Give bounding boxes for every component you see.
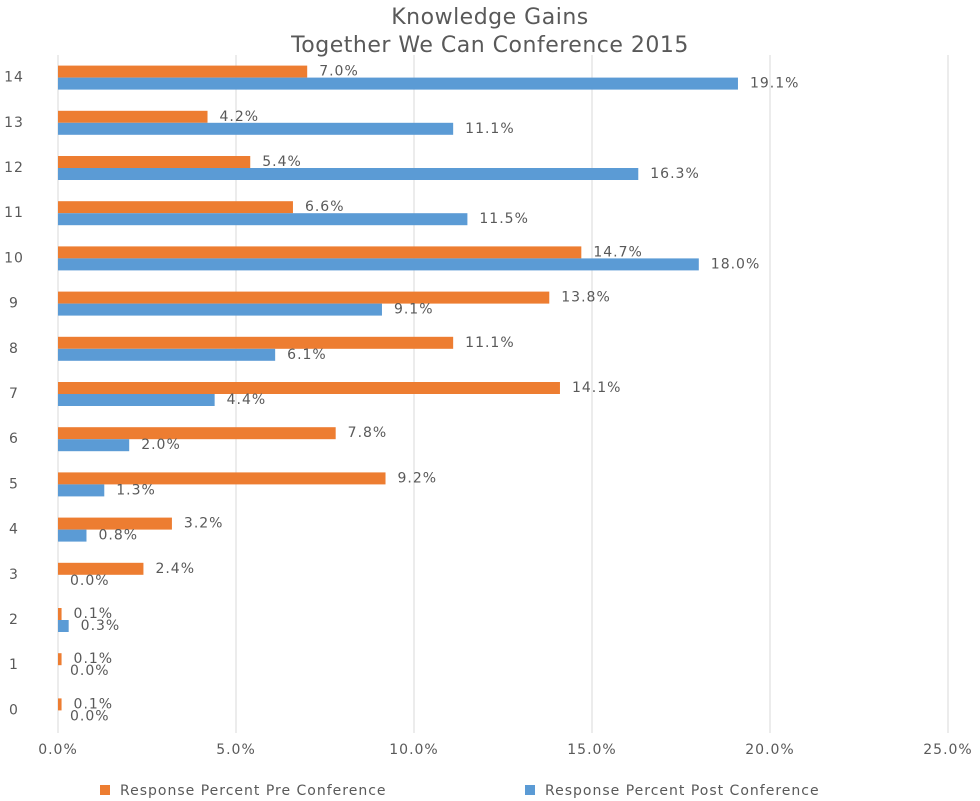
y-tick-label: 1 xyxy=(9,657,19,673)
bar xyxy=(58,258,699,271)
y-tick-label: 12 xyxy=(4,160,24,176)
bar xyxy=(58,65,308,78)
y-tick-label: 5 xyxy=(9,476,19,492)
data-label: 4.4% xyxy=(227,392,267,408)
legend-swatch xyxy=(525,785,535,795)
bar xyxy=(58,168,639,180)
data-label: 1.3% xyxy=(116,482,156,498)
bar xyxy=(58,472,386,485)
data-label: 7.8% xyxy=(348,425,388,441)
y-tick-label: 7 xyxy=(9,386,19,402)
legend-label: Response Percent Post Conference xyxy=(545,783,820,799)
bar xyxy=(58,484,105,497)
data-label: 0.1% xyxy=(74,696,114,712)
bar xyxy=(58,394,215,406)
data-label: 11.1% xyxy=(465,335,514,351)
y-tick-label: 2 xyxy=(9,612,19,628)
bar xyxy=(58,517,172,530)
y-tick-label: 8 xyxy=(9,341,19,357)
y-tick-label: 9 xyxy=(9,296,19,312)
y-tick-label: 14 xyxy=(4,70,24,86)
y-tick-label: 3 xyxy=(9,567,19,583)
y-tick-label: 11 xyxy=(4,205,24,221)
bar xyxy=(58,382,560,394)
bar xyxy=(58,620,69,632)
y-tick-label: 0 xyxy=(9,702,19,718)
data-label: 0.0% xyxy=(70,708,110,724)
chart-title: Together We Can Conference 2015 xyxy=(290,33,689,58)
bar xyxy=(58,201,293,214)
data-label: 7.0% xyxy=(319,64,359,80)
legend-label: Response Percent Pre Conference xyxy=(120,783,387,799)
data-label: 19.1% xyxy=(750,76,799,92)
x-tick-label: 15.0% xyxy=(567,742,616,758)
data-label: 11.1% xyxy=(465,121,514,137)
x-tick-label: 5.0% xyxy=(216,742,256,758)
y-tick-label: 4 xyxy=(9,522,19,538)
data-label: 9.1% xyxy=(394,302,434,318)
bar xyxy=(58,529,87,542)
bar xyxy=(58,246,582,259)
y-tick-label: 13 xyxy=(4,115,24,131)
x-tick-label: 20.0% xyxy=(745,742,794,758)
bar xyxy=(58,439,130,452)
x-tick-label: 10.0% xyxy=(389,742,438,758)
x-tick-label: 0.0% xyxy=(38,742,78,758)
bar xyxy=(58,213,468,226)
data-label: 0.8% xyxy=(98,528,138,544)
legend-swatch xyxy=(100,785,110,795)
data-label: 6.1% xyxy=(287,347,327,363)
data-label: 0.0% xyxy=(70,573,110,589)
data-label: 0.0% xyxy=(70,663,110,679)
bar xyxy=(58,156,251,168)
data-label: 3.2% xyxy=(184,516,224,532)
bar xyxy=(58,336,454,349)
data-label: 14.7% xyxy=(593,244,642,260)
data-label: 4.2% xyxy=(220,109,260,125)
data-label: 9.2% xyxy=(398,470,438,486)
data-label: 0.1% xyxy=(74,651,114,667)
bar xyxy=(58,698,62,711)
data-label: 5.4% xyxy=(262,154,302,170)
bar xyxy=(58,303,382,316)
bar xyxy=(58,562,144,575)
y-tick-label: 10 xyxy=(4,250,24,266)
data-label: 6.6% xyxy=(305,199,345,215)
y-tick-label: 6 xyxy=(9,431,19,447)
bar xyxy=(58,427,336,440)
bar xyxy=(58,608,62,620)
bar xyxy=(58,291,550,304)
x-tick-label: 25.0% xyxy=(923,742,972,758)
chart-title: Knowledge Gains xyxy=(391,5,588,30)
bar xyxy=(58,653,62,666)
data-label: 13.8% xyxy=(561,290,610,306)
data-label: 0.1% xyxy=(74,606,114,622)
data-label: 18.0% xyxy=(711,256,760,272)
data-label: 2.4% xyxy=(155,561,195,577)
bar xyxy=(58,77,738,90)
data-label: 16.3% xyxy=(650,166,699,182)
data-label: 14.1% xyxy=(572,380,621,396)
bar xyxy=(58,122,454,135)
data-label: 11.5% xyxy=(479,211,528,227)
bar xyxy=(58,110,208,123)
data-label: 2.0% xyxy=(141,437,181,453)
bar xyxy=(58,348,276,361)
data-label: 0.3% xyxy=(81,618,121,634)
